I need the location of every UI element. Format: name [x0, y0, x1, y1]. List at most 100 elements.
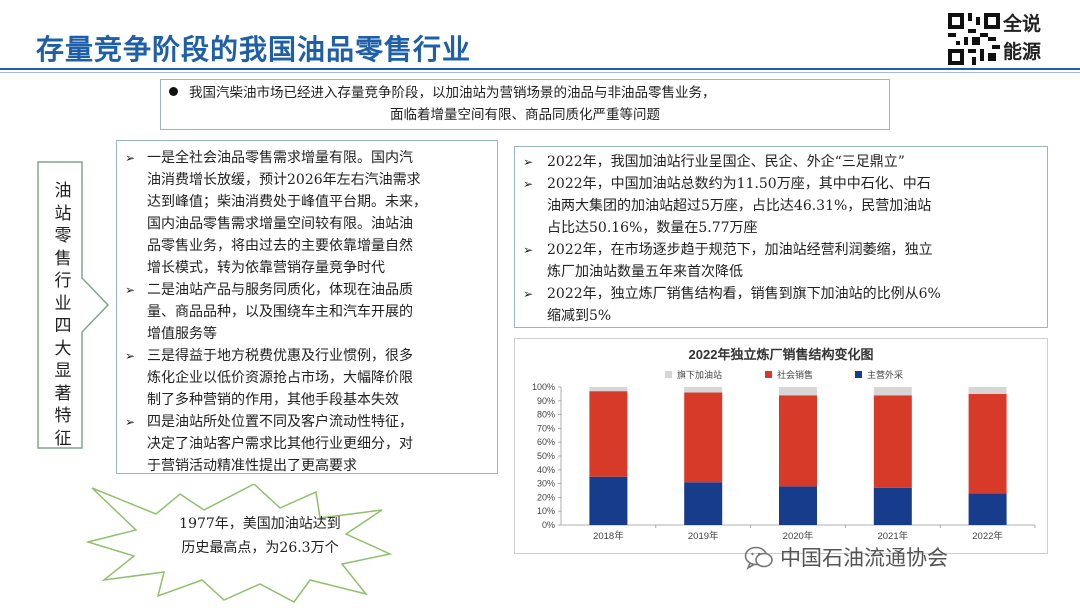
feature-line: 一是全社会油品零售需求增量有限。国内汽: [147, 150, 413, 166]
bar-segment: [873, 387, 912, 396]
fact-line: 油两大集团的加油站超过5万座，占比达46.31%，民营加油站: [547, 198, 932, 214]
brand-line-2: 能源: [1003, 41, 1042, 63]
wechat-icon: [744, 546, 773, 570]
fact-line: 缩减到5%: [547, 308, 612, 324]
feature-line: 增长模式，转为依靠营销存量竞争时代: [147, 260, 385, 276]
bar-segment: [968, 393, 1007, 494]
starburst-line-1: 1977年，美国加油站达到: [179, 516, 341, 532]
arrow-bullet-icon: ➢: [125, 349, 136, 363]
y-tick-label: 0%: [542, 520, 555, 530]
legend-label: 社会销售: [777, 369, 813, 380]
bar-segment: [968, 493, 1007, 525]
legend-label: 旗下加油站: [677, 369, 722, 380]
x-tick-label: 2021年: [877, 530, 908, 542]
fact-text: 2022年，在市场逐步趋于规范下，加油站经营利润萎缩，独立 炼厂加油站数量五年来首…: [547, 239, 1047, 283]
feature-line: 三是得益于地方税费优惠及行业惯例，很多: [147, 348, 413, 364]
feature-line: 品零售业务，将由过去的主要依靠增量自然: [147, 238, 413, 254]
y-tick-label: 40%: [537, 465, 555, 475]
bar-segment: [589, 476, 628, 525]
feature-line: 量、商品品种，以及围绕车主和汽车开展的: [147, 304, 413, 320]
side-arrow-shape: [37, 161, 110, 449]
fact-line: 2022年，独立炼厂销售结构看，销售到旗下加油站的比例从6%: [547, 286, 941, 302]
summary-line-1: 我国汽柴油市场已经进入存量竞争阶段，以加油站为营销场景的油品与非油品零售业务，: [189, 85, 716, 101]
feature-line: 油消费增长放缓，预计2026年左右汽油需求: [147, 172, 421, 188]
fact-line: 2022年，我国加油站行业呈国企、民企、外企“三足鼎立”: [547, 154, 905, 170]
bar-segment: [873, 395, 912, 488]
bar-segment: [779, 486, 817, 525]
feature-line: 国内油品零售需求增量空间较有限。油站油: [147, 216, 413, 232]
fact-text: 2022年，独立炼厂销售结构看，销售到旗下加油站的比例从6% 缩减到5%: [547, 283, 1047, 327]
y-tick-label: 70%: [537, 423, 555, 433]
arrow-bullet-icon: ➢: [125, 283, 136, 297]
feature-line: 于营销活动精准性提出了更高要求: [147, 458, 357, 474]
bar-segment: [779, 387, 817, 396]
feature-text: 一是全社会油品零售需求增量有限。国内汽 油消费增长放缓，预计2026年左右汽油需求…: [147, 147, 493, 279]
y-tick-label: 100%: [532, 382, 555, 392]
feature-line: 四是油站所处位置不同及客户流动性特征，: [147, 414, 413, 430]
feature-line: 二是油站产品与服务同质化，体现在油品质: [147, 282, 413, 298]
feature-text: 三是得益于地方税费优惠及行业惯例，很多 炼化企业以低价资源抢占市场，大幅降价限 制了…: [147, 345, 493, 411]
arrow-bullet-icon: ➢: [523, 177, 534, 191]
y-tick-label: 10%: [537, 506, 555, 516]
qr-code-icon: [948, 13, 1000, 65]
bar-segment: [684, 482, 723, 525]
side-label: 油站零售行业四大显著特征: [54, 181, 72, 449]
legend-label: 主营外采: [867, 369, 903, 380]
title-divider-thin: [0, 72, 1080, 73]
chart-panel: 2022年独立炼厂销售结构变化图旗下加油站 社会销售 主营外采 0% 10% 20% 30%…: [514, 338, 1048, 554]
legend-swatch: [665, 371, 672, 378]
y-tick-label: 30%: [537, 479, 555, 489]
y-tick-label: 20%: [537, 492, 555, 502]
fact-line: 占比达50.16%，数量在5.77万座: [547, 220, 758, 236]
bullet-dot-icon: [169, 87, 178, 96]
starburst-line-2: 历史最高点，为26.3万个: [181, 540, 339, 556]
bar-segment: [873, 487, 912, 525]
y-tick-label: 60%: [537, 437, 555, 447]
legend-swatch: [765, 371, 772, 378]
fact-text: 2022年，我国加油站行业呈国企、民企、外企“三足鼎立”: [547, 151, 1047, 173]
x-tick-label: 2022年: [972, 530, 1003, 542]
fact-line: 2022年，在市场逐步趋于规范下，加油站经营利润萎缩，独立: [547, 242, 933, 258]
watermark-text: 中国石油流通协会: [780, 546, 948, 570]
summary-line-2: 面临着增量空间有限、商品同质化严重等问题: [390, 107, 660, 123]
facts-box: ➢ 2022年，我国加油站行业呈国企、民企、外企“三足鼎立” ➢ 2022年，中国加油…: [514, 146, 1048, 328]
arrow-bullet-icon: ➢: [523, 155, 534, 169]
bar-segment: [968, 387, 1007, 394]
bar-segment: [589, 387, 628, 392]
title-divider: [0, 68, 1080, 70]
feature-line: 达到峰值；柴油消费处于峰值平台期。未来，: [147, 194, 427, 210]
chart-title: 2022年独立炼厂销售结构变化图: [689, 347, 874, 362]
feature-line: 制了多种营销的作用，其他手段基本失效: [147, 392, 399, 408]
brand-line-1: 全说: [1003, 13, 1042, 35]
x-tick-label: 2018年: [593, 530, 624, 542]
feature-text: 二是油站产品与服务同质化，体现在油品质 量、商品品种，以及围绕车主和汽车开展的 增值…: [147, 279, 493, 345]
bar-segment: [589, 391, 628, 477]
starburst-text: 1977年，美国加油站达到 历史最高点，为26.3万个: [150, 512, 370, 560]
feature-line: 炼化企业以低价资源抢占市场，大幅降价限: [147, 370, 413, 386]
bar-segment: [779, 395, 817, 487]
arrow-bullet-icon: ➢: [125, 151, 136, 165]
y-tick-label: 90%: [537, 396, 555, 406]
legend-swatch: [855, 371, 862, 378]
arrow-bullet-icon: ➢: [523, 287, 534, 301]
starburst-shape: [85, 484, 393, 603]
fact-text: 2022年，中国加油站总数约为11.50万座，其中中石化、中石 油两大集团的加油站…: [547, 173, 1047, 239]
summary-box: 我国汽柴油市场已经进入存量竞争阶段，以加油站为营销场景的油品与非油品零售业务， …: [160, 79, 890, 130]
x-tick-label: 2019年: [688, 530, 719, 542]
fact-line: 炼厂加油站数量五年来首次降低: [547, 264, 743, 280]
brand-logo: 全说 能源: [1003, 10, 1049, 66]
feature-line: 决定了油站客户需求比其他行业更细分，对: [147, 436, 413, 452]
y-tick-label: 50%: [537, 451, 555, 461]
page-title: 存量竞争阶段的我国油品零售行业: [36, 33, 472, 66]
features-box: ➢ 一是全社会油品零售需求增量有限。国内汽 油消费增长放缓，预计2026年左右汽油需…: [116, 140, 498, 474]
arrow-bullet-icon: ➢: [523, 243, 534, 257]
x-tick-label: 2020年: [783, 530, 814, 542]
bar-segment: [684, 387, 723, 393]
arrow-bullet-icon: ➢: [125, 415, 136, 429]
y-tick-label: 80%: [537, 410, 555, 420]
fact-line: 2022年，中国加油站总数约为11.50万座，其中中石化、中石: [547, 176, 931, 192]
feature-line: 增值服务等: [147, 326, 217, 342]
feature-text: 四是油站所处位置不同及客户流动性特征， 决定了油站客户需求比其他行业更细分，对 于营…: [147, 411, 493, 477]
bar-segment: [684, 392, 723, 483]
